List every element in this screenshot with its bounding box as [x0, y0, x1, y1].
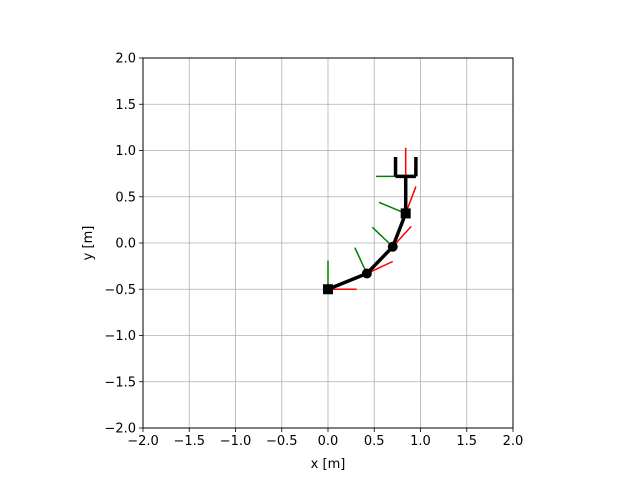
axis-ticks: −2.0 −1.5 −1.0 −0.5 0.0 0.5 1.0 1.5 2.0−2.0−1.5−… [104, 52, 523, 450]
y-tick-label: −1.5 [104, 375, 136, 390]
x-tick-label: −2.0 [127, 434, 159, 449]
x-tick-label: 1.5 [456, 434, 477, 449]
robot-arm [323, 156, 418, 295]
joint-circle-marker [387, 241, 398, 252]
y-axis-label: y [m] [81, 226, 96, 261]
y-tick-label: 1.5 [115, 98, 136, 113]
x-tick-label: −0.5 [266, 434, 298, 449]
x-tick-label: 1.0 [410, 434, 431, 449]
y-tick-label: −2.0 [104, 422, 136, 437]
joint-circle-marker [361, 268, 372, 279]
x-axis-label: x [m] [311, 457, 346, 472]
x-tick-label: 0.5 [364, 434, 385, 449]
y-tick-label: 1.0 [115, 144, 136, 159]
joint-square-marker [323, 284, 333, 295]
x-tick-label: 2.0 [503, 434, 524, 449]
x-tick-label: 0.0 [318, 434, 339, 449]
x-tick-label: −1.0 [220, 434, 252, 449]
joint-square-marker [400, 208, 411, 219]
y-tick-label: 0.5 [115, 190, 136, 205]
y-tick-label: −0.5 [104, 283, 136, 298]
y-tick-label: 2.0 [115, 52, 136, 67]
x-tick-label: −1.5 [173, 434, 205, 449]
y-tick-label: −1.0 [104, 329, 136, 344]
y-tick-label: 0.0 [115, 237, 136, 252]
